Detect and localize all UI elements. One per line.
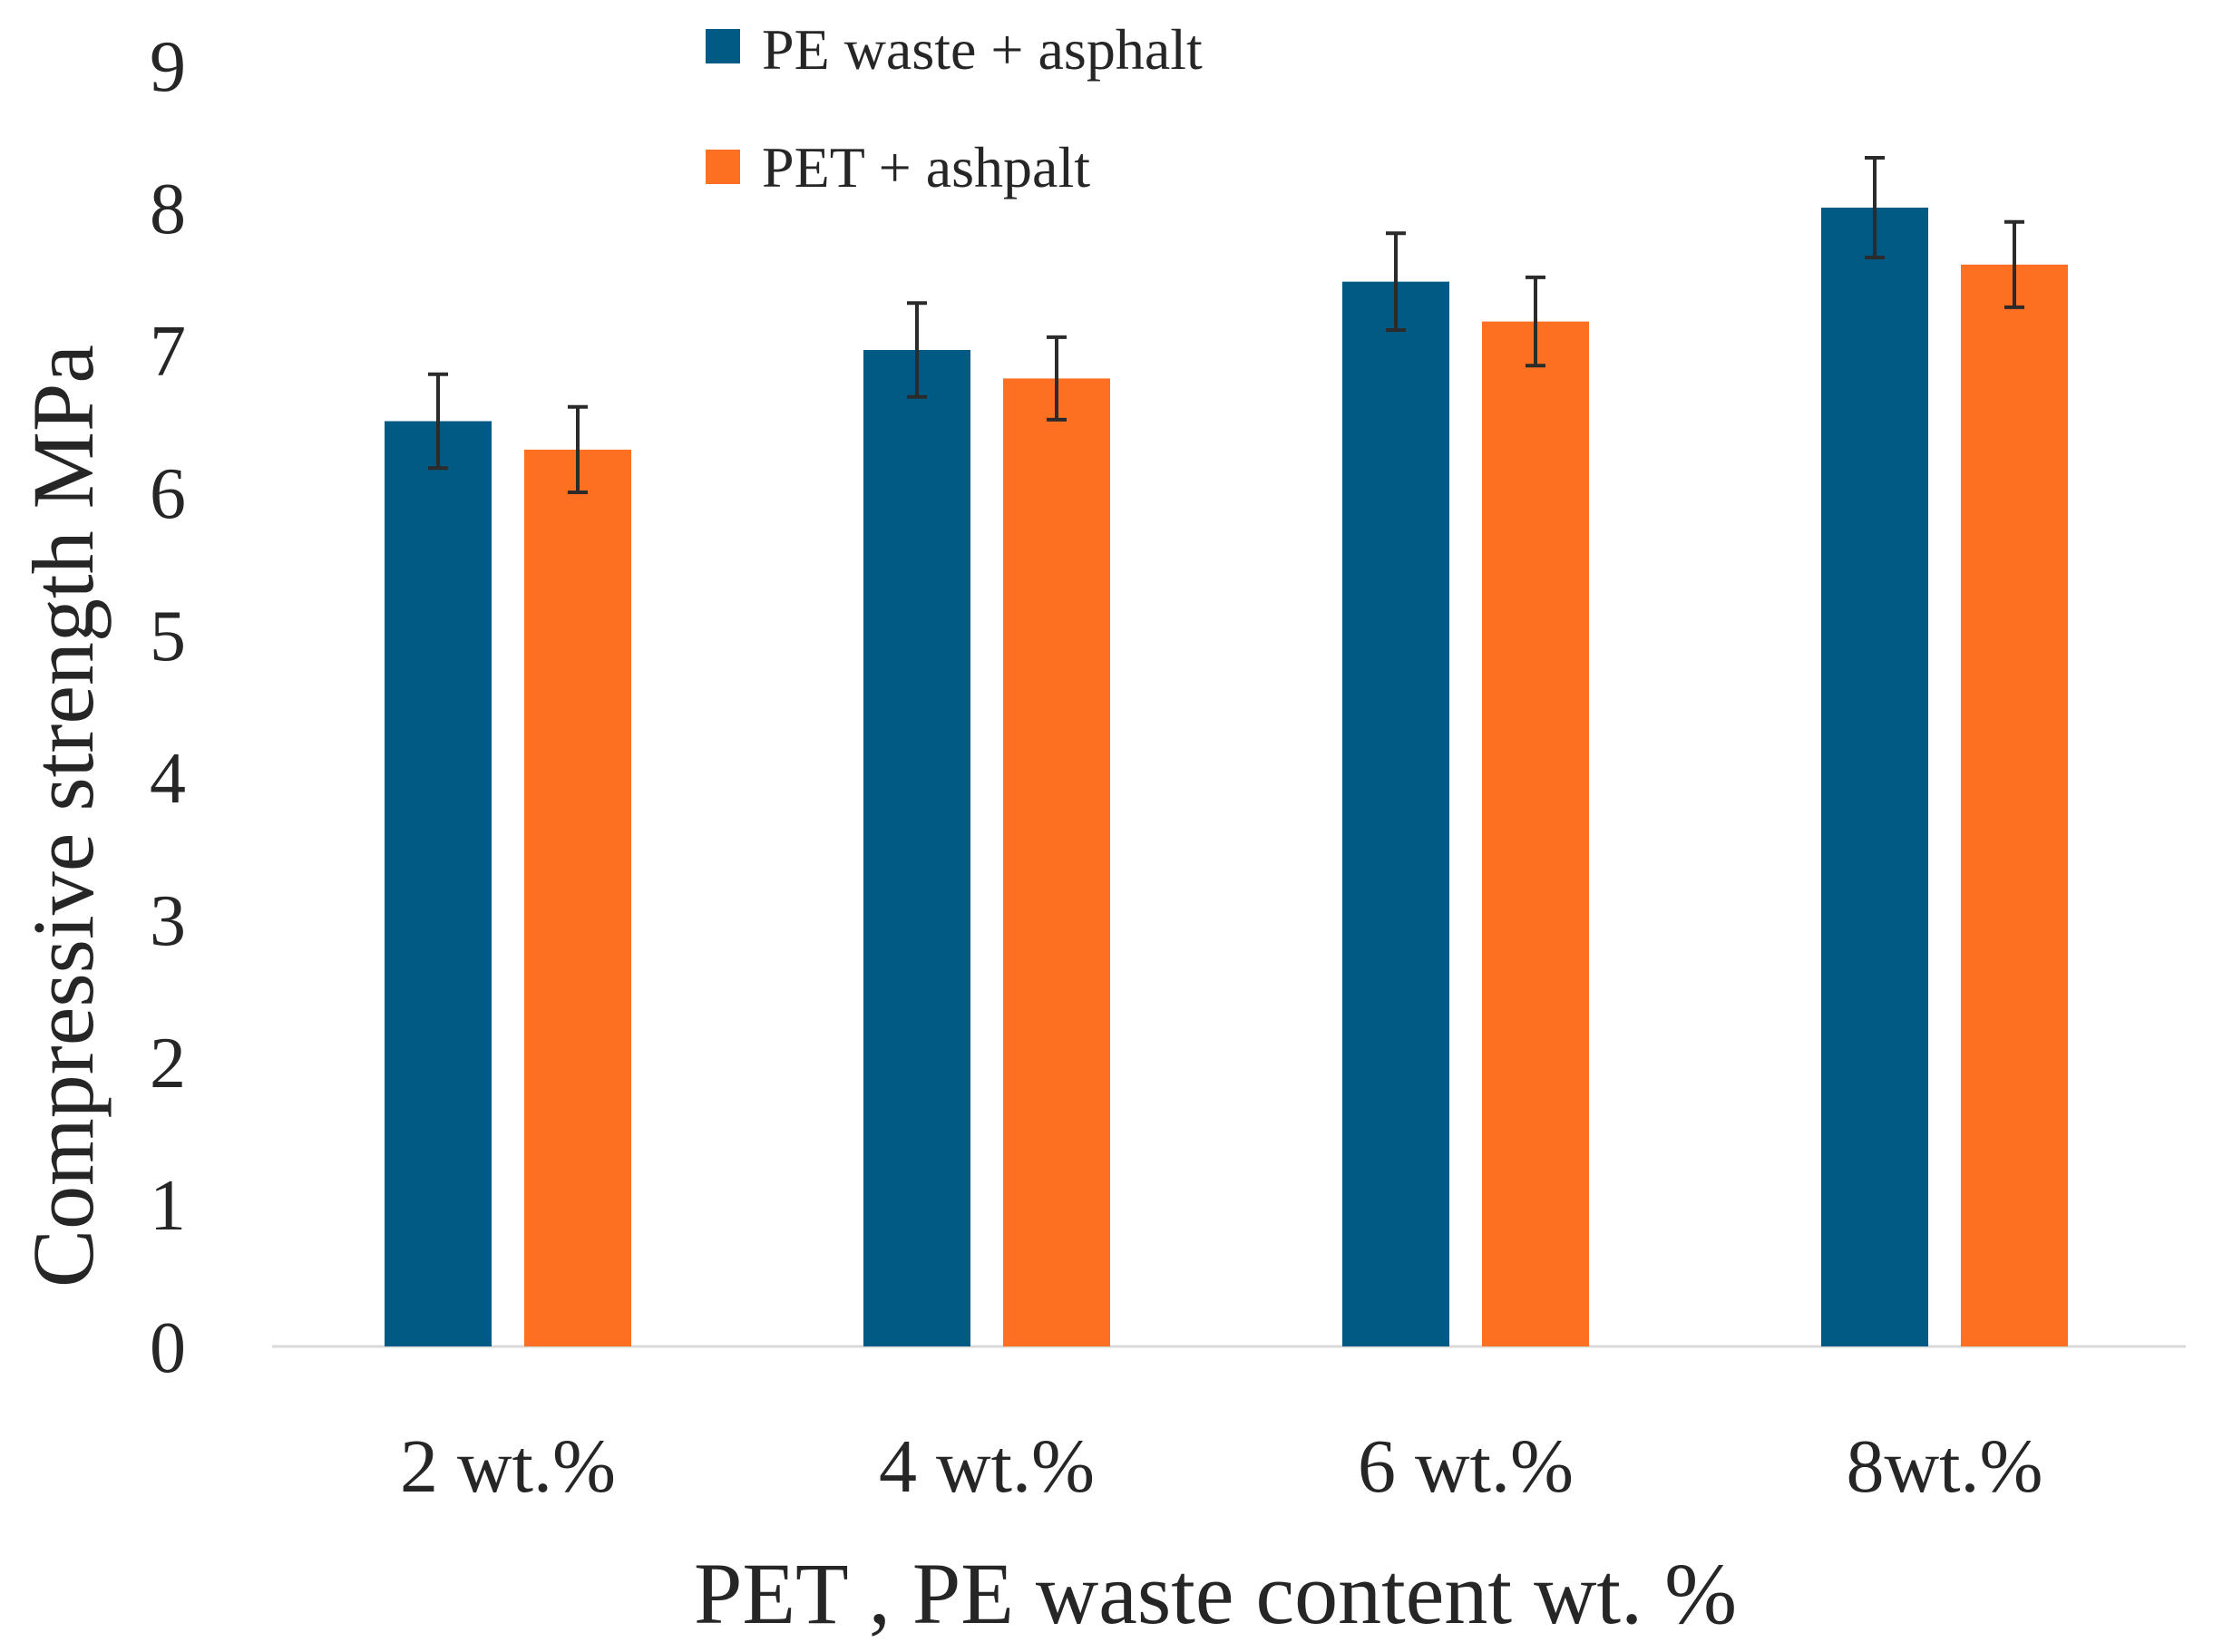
y-tick-label: 9: [150, 27, 186, 107]
x-category-label: 4 wt.%: [879, 1424, 1095, 1509]
legend-label-pe-waste: PE waste + asphalt: [762, 17, 1203, 82]
bar-series-0-1: [863, 350, 970, 1346]
y-tick-label: 0: [150, 1308, 186, 1388]
y-tick-label: 3: [150, 881, 186, 961]
y-tick-label: 1: [150, 1166, 186, 1246]
bar-series-0-2: [1342, 281, 1449, 1346]
legend-swatch-pet: [706, 150, 740, 184]
bar-series-0-0: [385, 421, 492, 1346]
x-axis-categories: 2 wt.% 4 wt.% 6 wt.% 8wt.%: [400, 1424, 2042, 1509]
y-tick-label: 4: [150, 739, 186, 819]
x-category-label: 6 wt.%: [1358, 1424, 1574, 1509]
x-axis-title: PET , PE waste content wt. %: [694, 1545, 1737, 1642]
y-axis-title: Compressive strength MPa: [15, 345, 112, 1288]
error-bar-series-0-1: [907, 301, 927, 399]
y-tick-label: 5: [150, 597, 186, 676]
legend-swatch-pe-waste: [706, 29, 740, 63]
x-category-label: 8wt.%: [1847, 1424, 2043, 1509]
y-tick-label: 7: [150, 312, 186, 392]
bars-group: [385, 208, 2068, 1347]
error-bar-series-0-0: [428, 372, 448, 471]
error-bar-series-1-2: [1526, 275, 1545, 368]
error-bar-series-0-3: [1865, 156, 1885, 259]
bar-series-0-3: [1821, 208, 1928, 1346]
bar-series-1-1: [1003, 378, 1110, 1346]
error-bar-series-1-0: [568, 404, 588, 494]
error-bar-series-0-2: [1386, 231, 1406, 333]
y-axis-ticks: 0 1 2 3 4 5 6 7 8 9: [150, 27, 186, 1388]
x-category-label: 2 wt.%: [400, 1424, 616, 1509]
error-bars-group: [428, 156, 2024, 494]
bar-series-1-0: [524, 449, 631, 1346]
y-tick-label: 2: [150, 1024, 186, 1103]
legend-label-pet: PET + ashpalt: [762, 135, 1090, 199]
bar-series-1-3: [1961, 264, 2068, 1346]
bar-series-1-2: [1482, 321, 1589, 1347]
error-bar-series-1-3: [2004, 219, 2024, 309]
legend: PE waste + asphalt PET + ashpalt: [706, 17, 1203, 199]
y-tick-label: 8: [150, 170, 186, 249]
y-tick-label: 6: [150, 454, 186, 534]
error-bar-series-1-1: [1047, 335, 1067, 422]
